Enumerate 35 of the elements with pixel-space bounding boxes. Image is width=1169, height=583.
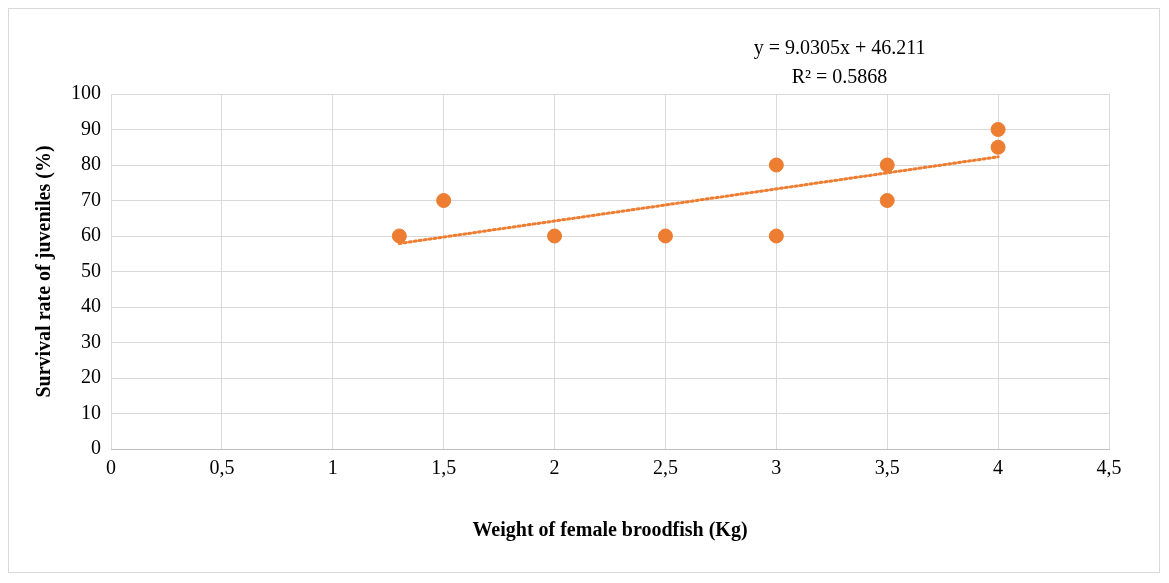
point [879, 193, 895, 208]
point [436, 193, 452, 208]
y-tick-label: 50 [81, 258, 101, 281]
x-tick-label: 4,5 [1096, 456, 1122, 479]
point [657, 228, 673, 244]
point [391, 228, 407, 244]
text: y = 9.0305x + 46.211 [753, 36, 926, 60]
x-axis-title: Weight of female broodfish (Kg) [472, 518, 748, 542]
point [990, 139, 1006, 155]
x-tick-label: 2,5 [652, 456, 678, 479]
x-tick-label: 3,5 [874, 456, 900, 479]
y-tick-label: 40 [81, 294, 101, 317]
y-tick-label: 80 [81, 152, 101, 175]
y-tick-label: 70 [81, 187, 101, 210]
y-axis-title: Survival rate of juveniles (%) [32, 145, 56, 398]
text: R² = 0.5868 [791, 65, 888, 88]
y-tick-label: 20 [81, 365, 101, 388]
point [768, 228, 784, 244]
y-tick-label: 10 [81, 400, 101, 423]
x-tick-label: 0,5 [209, 456, 235, 479]
point [768, 157, 784, 173]
y-tick-label: 90 [81, 116, 101, 139]
y-tick-label: 60 [81, 223, 101, 246]
point [990, 122, 1006, 137]
y-tick-label: 0 [91, 436, 101, 459]
point [547, 228, 563, 244]
x-tick-label: 0 [106, 456, 116, 479]
point [879, 157, 895, 173]
x-tick-label: 1 [327, 456, 338, 479]
x-tick-label: 1,5 [431, 456, 457, 479]
y-tick-label: 100 [71, 81, 101, 104]
x-tick-label: 3 [771, 456, 782, 479]
x-tick-label: 4 [993, 456, 1004, 479]
y-tick-label: 30 [81, 329, 101, 352]
x-tick-label: 2 [549, 456, 560, 479]
